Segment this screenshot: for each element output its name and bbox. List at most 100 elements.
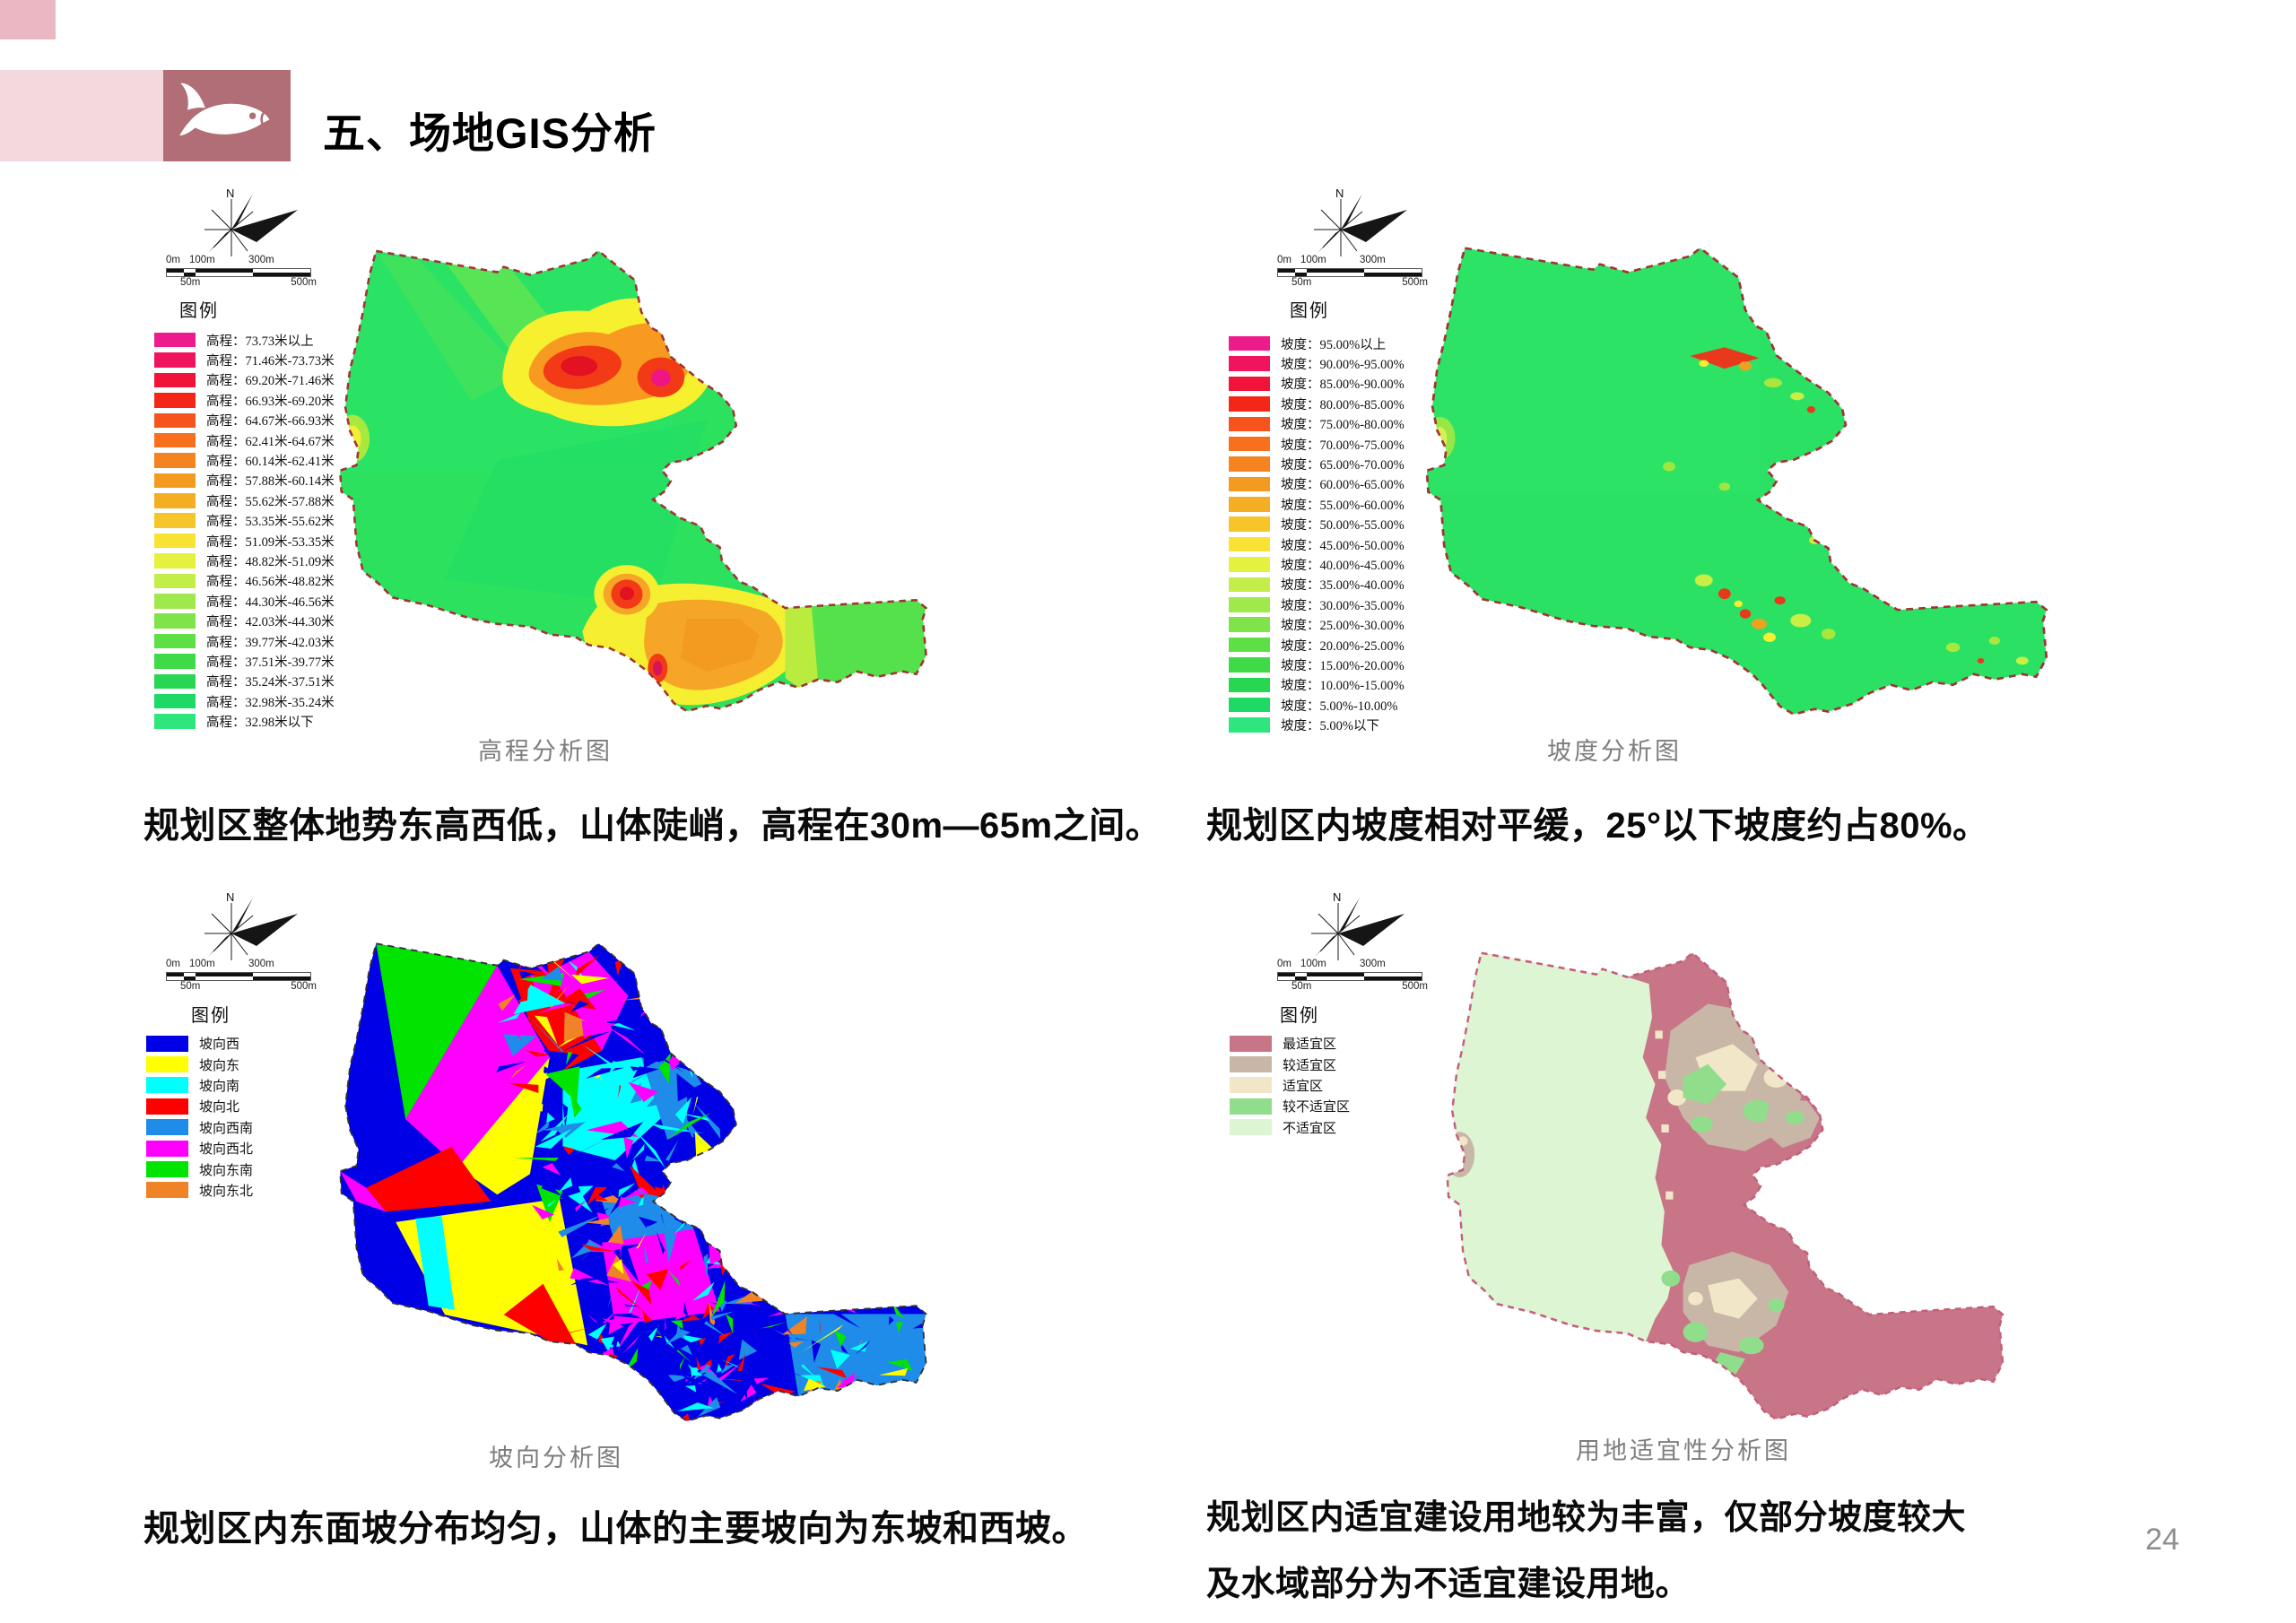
legend-item: 坡度：95.00%以上 [1229,334,1405,353]
legend-item: 坡度：90.00%-95.00% [1229,353,1405,373]
legend-item: 高程：44.30米-46.56米 [154,591,335,611]
legend-label: 高程：55.62米-57.88米 [206,494,335,509]
legend-label: 坡向东 [199,1058,240,1073]
legend-color-chip [1229,497,1270,512]
legend-color-chip [154,594,196,609]
legend-item: 最适宜区 [1230,1033,1350,1054]
legend-item: 坡度：75.00%-80.00% [1229,414,1405,434]
legend-item: 高程：42.03米-44.30米 [154,611,335,630]
legend-label: 适宜区 [1283,1079,1324,1094]
legend-label: 坡向南 [199,1079,240,1094]
legend-item: 高程：71.46米-73.73米 [154,350,335,369]
legend-label: 高程：42.03米-44.30米 [206,615,335,630]
legend-color-chip [1229,356,1270,371]
legend-color-chip [146,1140,188,1157]
legend-label: 高程：69.20米-71.46米 [206,374,335,389]
legend-color-chip [1229,396,1270,412]
map-caption-suitability: 用地适宜性分析图 [1576,1437,1791,1464]
legend-label: 高程：44.30米-46.56米 [206,595,335,610]
legend-color-chip [1229,557,1270,572]
legend-color-chip [154,412,196,428]
legend-label: 坡向北 [199,1100,240,1115]
legend-label: 高程：73.73米以上 [206,334,314,349]
legend-item: 坡向东 [146,1054,253,1074]
legend-item: 高程：66.93米-69.20米 [154,390,335,410]
legend-color-chip [154,352,196,368]
legend-label: 坡度：15.00%-20.00% [1281,658,1405,673]
legend-label: 坡度：25.00%-30.00% [1281,619,1405,634]
map-caption-elevation: 高程分析图 [478,738,613,765]
legend-color-chip [1229,717,1270,733]
legend-color-chip [154,372,196,388]
legend-item: 坡度：80.00%-85.00% [1229,394,1405,413]
legend-item: 坡度：25.00%-30.00% [1229,614,1405,634]
legend-color-chip [1229,456,1270,472]
legend-label: 坡向东南 [199,1163,254,1178]
legend-item: 高程：51.09米-53.35米 [154,531,335,551]
corner-decoration [0,0,56,39]
legend-label: 坡度：30.00%-35.00% [1281,598,1405,613]
legend-label: 较不适宜区 [1283,1100,1351,1115]
legend-label: 高程：66.93米-69.20米 [206,394,335,409]
slope-map [1425,247,2048,716]
legend-color-chip [146,1119,188,1136]
legend-item: 不适宜区 [1230,1117,1350,1138]
aspect-description: 规划区内东面坡分布均匀，山体的主要坡向为东坡和西坡。 [144,1509,1088,1549]
legend-item: 高程：73.73米以上 [154,330,335,350]
legend-color-chip [146,1161,188,1178]
legend-item: 高程：62.41米-64.67米 [154,430,335,450]
legend-label: 坡向西北 [199,1142,254,1158]
legend-item: 坡向西 [146,1033,253,1054]
legend-item: 坡度：15.00%-20.00% [1229,655,1405,674]
legend-color-chip [1229,577,1270,593]
legend-color-chip [1229,536,1270,552]
legend-item: 坡度：5.00%以下 [1229,715,1405,734]
logo-box [163,70,291,161]
legend-color-chip [146,1182,188,1199]
legend-item: 高程：32.98米以下 [154,711,335,731]
compass-rose-icon: N [1302,889,1408,962]
legend-title: 图例 [179,301,219,321]
legend-color-chip [1229,476,1270,492]
legend-label: 坡度：10.00%-15.00% [1281,679,1405,694]
suitability-map [1446,951,2005,1421]
legend-item: 坡度：10.00%-15.00% [1229,675,1405,695]
legend-item: 高程：39.77米-42.03米 [154,631,335,651]
legend-label: 高程：32.98米以下 [206,716,314,731]
legend-color-chip [1229,335,1270,352]
legend-item: 坡向西北 [146,1138,253,1159]
legend-color-chip [146,1077,188,1094]
legend-color-chip [1230,1035,1272,1052]
legend-color-chip [1229,436,1270,452]
legend-item: 高程：64.67米-66.93米 [154,411,335,430]
scale-bar: 0m 100m 300m 50m 500m [1277,255,1428,288]
legend-label: 坡度：95.00%以上 [1281,337,1387,352]
compass-rose-icon: N [196,185,301,258]
legend-label: 高程：46.56米-48.82米 [206,575,335,590]
legend-label: 坡度：5.00%以下 [1281,719,1379,734]
legend-title: 图例 [1290,301,1329,321]
map-caption-aspect: 坡向分析图 [489,1445,623,1471]
legend-label: 高程：48.82米-51.09米 [206,554,335,569]
legend-item: 高程：32.98米-35.24米 [154,691,335,711]
legend-label: 坡度：35.00%-40.00% [1281,578,1405,594]
legend-item: 适宜区 [1230,1075,1350,1096]
legend-item: 坡向东南 [146,1159,253,1179]
legend-color-chip [154,673,196,690]
legend-item: 较不适宜区 [1230,1096,1350,1116]
legend-item: 坡向南 [146,1075,253,1096]
elevation-legend: 高程：73.73米以上 高程：71.46米-73.73米高程：69.20米-71.… [154,330,335,732]
legend-title: 图例 [191,1006,230,1026]
legend-item: 高程：46.56米-48.82米 [154,571,335,591]
legend-label: 高程：37.51米-39.77米 [206,655,335,670]
legend-title: 图例 [1280,1006,1319,1026]
legend-item: 高程：37.51米-39.77米 [154,651,335,671]
legend-label: 高程：62.41米-64.67米 [206,434,335,449]
legend-label: 坡向东北 [199,1184,254,1199]
legend-item: 坡向东北 [146,1180,253,1201]
legend-item: 坡度：20.00%-25.00% [1229,635,1405,655]
legend-color-chip [146,1035,188,1052]
legend-label: 高程：32.98米-35.24米 [206,695,335,710]
legend-label: 不适宜区 [1283,1121,1337,1136]
legend-label: 坡度：85.00%-90.00% [1281,378,1405,393]
